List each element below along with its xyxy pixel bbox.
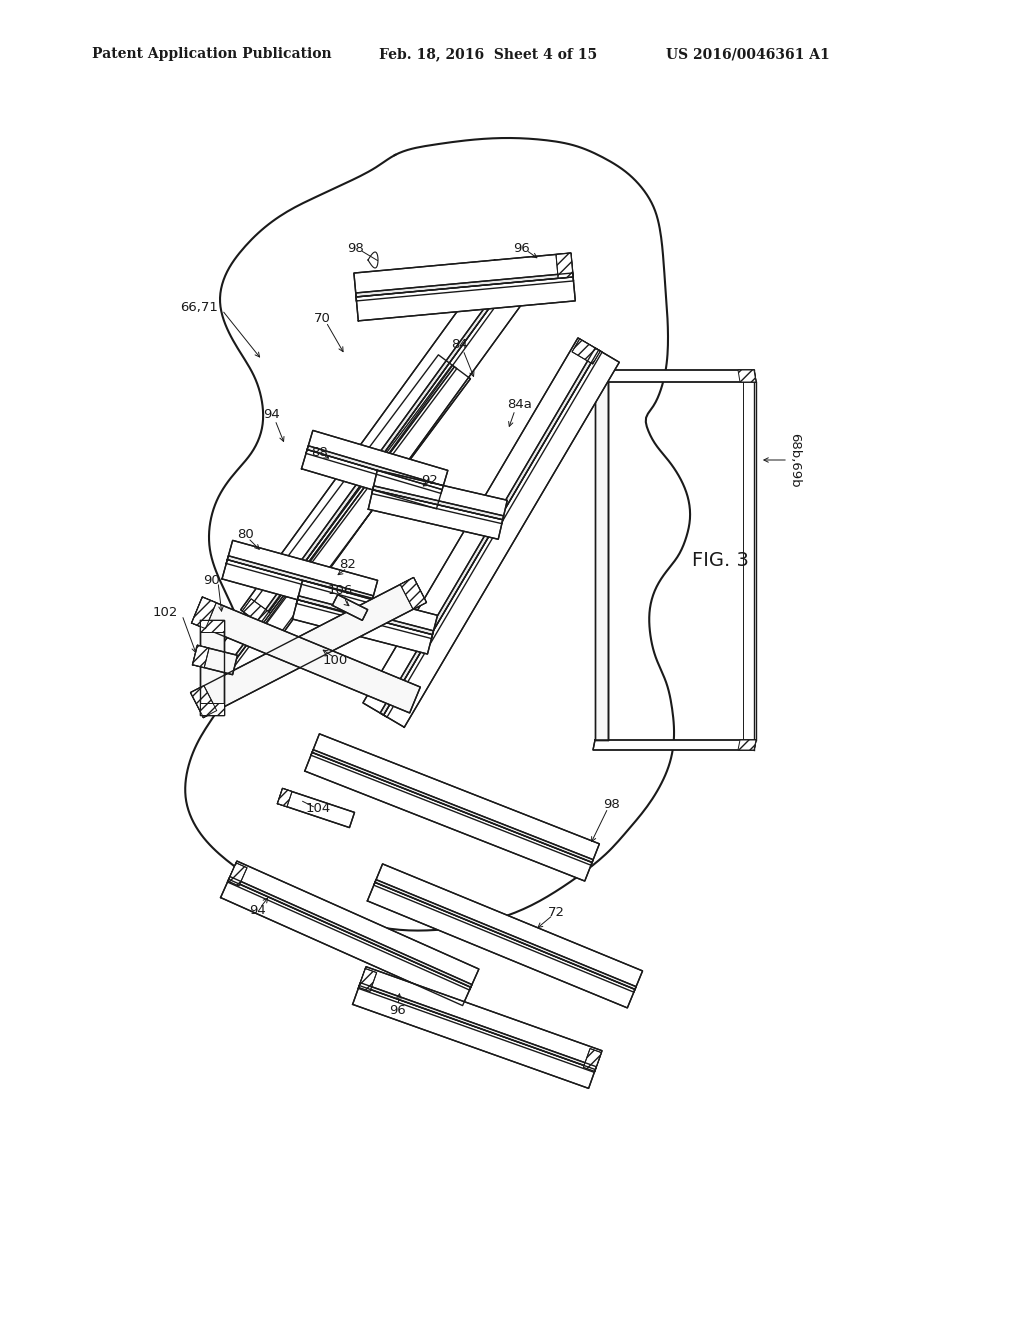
Polygon shape — [228, 863, 247, 886]
Polygon shape — [362, 338, 599, 715]
Polygon shape — [241, 260, 514, 624]
Polygon shape — [227, 876, 472, 990]
Polygon shape — [200, 704, 224, 715]
Text: 66,71: 66,71 — [180, 301, 218, 314]
Polygon shape — [218, 367, 470, 694]
Polygon shape — [204, 663, 227, 684]
Text: 82: 82 — [340, 558, 356, 572]
Text: 98: 98 — [347, 242, 364, 255]
Text: 104: 104 — [305, 801, 331, 814]
Polygon shape — [556, 253, 573, 279]
Polygon shape — [595, 381, 608, 741]
Polygon shape — [306, 446, 443, 494]
Polygon shape — [333, 594, 368, 620]
Text: Patent Application Publication: Patent Application Publication — [92, 48, 332, 61]
Polygon shape — [373, 470, 507, 520]
Polygon shape — [222, 560, 373, 619]
Polygon shape — [203, 355, 455, 682]
Polygon shape — [359, 966, 602, 1069]
Polygon shape — [301, 450, 442, 508]
Polygon shape — [352, 986, 595, 1089]
Polygon shape — [226, 556, 374, 603]
Polygon shape — [354, 253, 573, 297]
Text: 84: 84 — [452, 338, 468, 351]
Polygon shape — [368, 882, 635, 1008]
Polygon shape — [220, 879, 471, 1006]
Polygon shape — [298, 581, 437, 635]
Polygon shape — [312, 734, 599, 862]
Polygon shape — [305, 752, 592, 880]
Text: 70: 70 — [313, 312, 331, 325]
Text: 94: 94 — [263, 408, 281, 421]
Polygon shape — [243, 599, 270, 626]
Text: 102: 102 — [153, 606, 178, 619]
Polygon shape — [380, 348, 602, 717]
Polygon shape — [191, 597, 420, 713]
Text: FIG. 3: FIG. 3 — [691, 550, 749, 569]
Polygon shape — [356, 277, 575, 321]
Polygon shape — [260, 273, 534, 638]
Polygon shape — [257, 272, 517, 626]
Polygon shape — [593, 741, 756, 750]
Polygon shape — [738, 741, 756, 750]
Text: Feb. 18, 2016  Sheet 4 of 15: Feb. 18, 2016 Sheet 4 of 15 — [379, 48, 597, 61]
Polygon shape — [374, 879, 636, 993]
Polygon shape — [193, 645, 238, 675]
Polygon shape — [572, 339, 600, 364]
Text: 84a: 84a — [508, 399, 532, 412]
Text: 94: 94 — [250, 903, 266, 916]
Polygon shape — [227, 540, 378, 599]
Polygon shape — [375, 863, 643, 990]
Polygon shape — [190, 685, 217, 718]
Polygon shape — [216, 366, 457, 685]
Polygon shape — [487, 261, 516, 288]
Polygon shape — [278, 788, 354, 828]
Text: 100: 100 — [323, 653, 347, 667]
Polygon shape — [400, 578, 426, 610]
Text: 90: 90 — [203, 573, 220, 586]
Polygon shape — [193, 645, 209, 668]
Text: 96: 96 — [389, 1003, 407, 1016]
Polygon shape — [369, 490, 503, 540]
Polygon shape — [311, 750, 593, 865]
Polygon shape — [584, 1048, 601, 1072]
Text: 72: 72 — [548, 906, 564, 919]
Polygon shape — [738, 370, 756, 381]
Text: US 2016/0046361 A1: US 2016/0046361 A1 — [666, 48, 829, 61]
Text: 106: 106 — [328, 583, 352, 597]
Text: 98: 98 — [603, 799, 621, 812]
Polygon shape — [278, 788, 292, 807]
Text: 88: 88 — [311, 446, 329, 458]
Polygon shape — [293, 599, 432, 653]
Polygon shape — [228, 861, 479, 987]
Text: 96: 96 — [514, 242, 530, 255]
Polygon shape — [355, 273, 573, 301]
Polygon shape — [372, 486, 504, 524]
Polygon shape — [191, 597, 216, 628]
Text: 68b,69b: 68b,69b — [788, 433, 802, 487]
Polygon shape — [358, 969, 377, 991]
Polygon shape — [200, 620, 224, 715]
Polygon shape — [593, 370, 756, 381]
Polygon shape — [384, 350, 620, 727]
Polygon shape — [358, 982, 596, 1072]
Polygon shape — [200, 620, 224, 632]
Polygon shape — [190, 578, 426, 718]
Polygon shape — [297, 595, 433, 639]
Polygon shape — [307, 430, 447, 490]
Text: 92: 92 — [422, 474, 438, 487]
Text: 80: 80 — [237, 528, 253, 541]
